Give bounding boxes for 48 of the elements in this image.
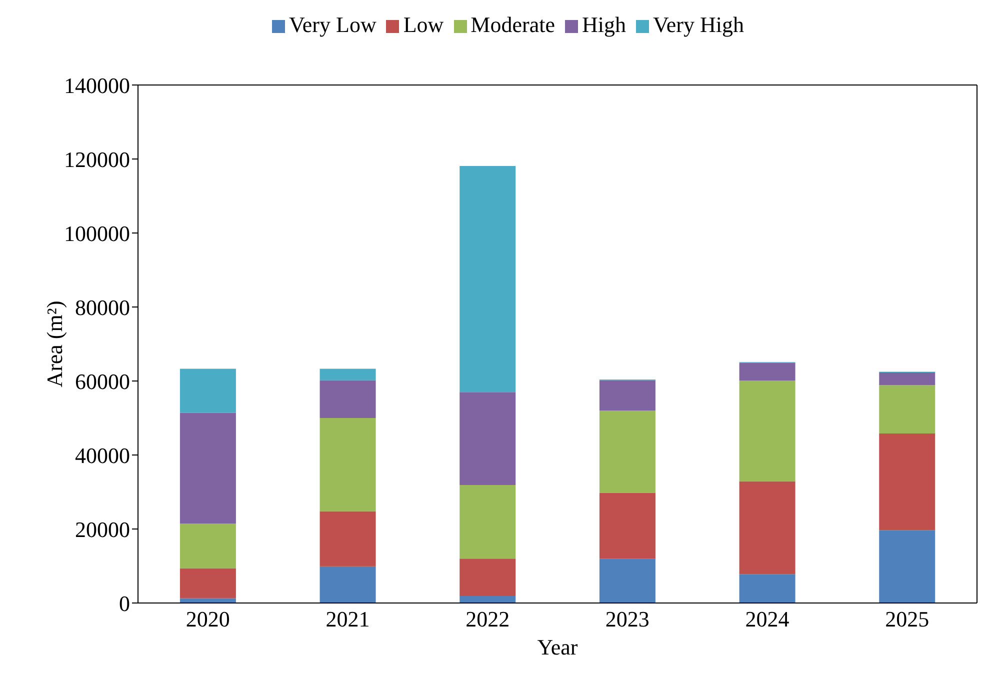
y-tick-label: 60000 — [75, 368, 130, 394]
x-tick-label: 2021 — [326, 606, 370, 632]
bar — [180, 368, 236, 413]
bar — [320, 418, 376, 512]
bar — [599, 380, 656, 411]
bar — [320, 511, 376, 566]
bar — [879, 434, 936, 530]
y-tick-label: 80000 — [75, 294, 130, 320]
bar — [460, 596, 516, 603]
legend-label: Very High — [652, 12, 744, 37]
bar — [879, 530, 936, 603]
bar — [879, 385, 936, 434]
bar — [320, 566, 376, 603]
legend-label: Very Low — [288, 12, 376, 37]
bar — [460, 392, 516, 485]
x-axis-title: Year — [537, 634, 578, 660]
bar — [460, 166, 516, 392]
legend-label: Moderate — [470, 12, 555, 37]
bar — [739, 362, 796, 381]
bar — [460, 484, 516, 559]
x-tick-label: 2020 — [186, 606, 230, 632]
y-tick-label: 140000 — [64, 72, 130, 98]
y-tick-label: 100000 — [64, 220, 130, 246]
bar — [180, 598, 236, 603]
bar — [180, 568, 236, 598]
bar — [599, 492, 656, 559]
legend-label: High — [582, 12, 626, 37]
bar — [599, 410, 656, 493]
x-tick-label: 2022 — [466, 606, 510, 632]
legend-label: Low — [403, 12, 444, 37]
y-tick-label: 120000 — [64, 146, 130, 172]
x-tick-label: 2024 — [745, 606, 790, 632]
bar — [599, 558, 656, 603]
bar — [180, 412, 236, 524]
y-tick-label: 20000 — [75, 516, 130, 542]
y-axis-title: Area (m²) — [42, 300, 67, 388]
bar — [320, 380, 376, 418]
y-tick-label: 0 — [119, 590, 130, 616]
bar — [739, 481, 796, 574]
bar — [739, 574, 796, 603]
y-tick-label: 40000 — [75, 442, 130, 468]
bar — [180, 523, 236, 568]
bar — [320, 368, 376, 380]
bar — [739, 380, 796, 482]
x-tick-label: 2025 — [885, 606, 930, 632]
bar — [460, 558, 516, 596]
bar — [879, 372, 936, 386]
x-tick-label: 2023 — [605, 606, 650, 632]
